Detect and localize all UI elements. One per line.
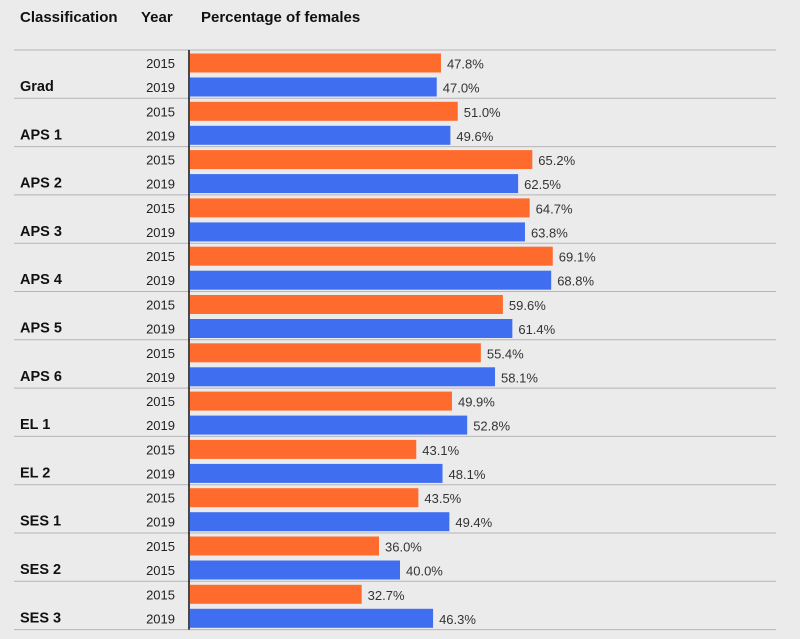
year-label: 2015 <box>146 442 175 457</box>
data-label: 61.4% <box>518 322 555 337</box>
data-label: 55.4% <box>487 346 524 361</box>
year-label: 2019 <box>146 80 175 95</box>
bar <box>190 463 443 483</box>
bar <box>190 295 503 314</box>
bar <box>190 512 450 532</box>
year-label: 2015 <box>146 563 175 578</box>
data-label: 52.8% <box>473 419 510 434</box>
year-label: 2019 <box>146 128 175 143</box>
classification-label: APS 2 <box>20 176 62 192</box>
bar <box>190 536 379 556</box>
year-label: 2015 <box>146 346 175 361</box>
bar <box>190 222 525 242</box>
classification-label: APS 1 <box>20 127 62 143</box>
data-label: 46.3% <box>439 612 476 627</box>
bar <box>190 343 481 363</box>
year-label: 2019 <box>146 273 175 288</box>
year-label: 2019 <box>146 466 175 481</box>
data-label: 43.5% <box>424 491 461 506</box>
classification-label: APS 5 <box>20 321 62 337</box>
data-label: 68.8% <box>557 274 594 289</box>
year-label: 2019 <box>146 322 175 337</box>
data-label: 58.1% <box>501 370 538 385</box>
data-label: 47.8% <box>447 57 484 72</box>
data-label: 43.1% <box>422 443 459 458</box>
bar <box>190 53 441 73</box>
year-label: 2019 <box>146 225 175 240</box>
year-label: 2015 <box>146 249 175 264</box>
classification-label: APS 4 <box>20 272 62 288</box>
year-label: 2019 <box>146 177 175 192</box>
year-label: 2015 <box>146 298 175 313</box>
bar <box>190 150 533 170</box>
bar <box>190 174 519 194</box>
classification-label: APS 3 <box>20 224 62 240</box>
bar <box>190 608 434 628</box>
bar <box>190 584 362 604</box>
data-label: 32.7% <box>368 588 405 603</box>
data-label: 62.5% <box>524 177 561 192</box>
percentage-header: Percentage of females <box>201 9 361 26</box>
classification-label: EL 2 <box>20 465 50 481</box>
classification-label: SES 1 <box>20 514 61 530</box>
data-label: 40.0% <box>406 564 443 579</box>
bar <box>190 488 419 508</box>
bar <box>190 439 417 459</box>
year-label: 2015 <box>146 153 175 168</box>
bar <box>190 391 452 411</box>
bar <box>190 125 451 145</box>
bar <box>190 270 552 290</box>
year-label: 2015 <box>146 201 175 216</box>
bar <box>190 367 496 387</box>
data-label: 49.4% <box>455 515 492 530</box>
year-label: 2015 <box>146 539 175 554</box>
year-label: 2019 <box>146 370 175 385</box>
classification-label: APS 6 <box>20 369 62 385</box>
data-label: 63.8% <box>531 225 568 240</box>
bar <box>190 246 553 266</box>
classification-header: Classification <box>20 9 118 26</box>
data-label: 65.2% <box>538 153 575 168</box>
data-label: 59.6% <box>509 298 546 313</box>
data-label: 47.0% <box>443 81 480 96</box>
year-label: 2019 <box>146 515 175 530</box>
year-header: Year <box>141 9 173 26</box>
year-label: 2015 <box>146 56 175 71</box>
data-label: 36.0% <box>385 540 422 555</box>
data-label: 48.1% <box>449 467 486 482</box>
data-label: 49.9% <box>458 395 495 410</box>
year-label: 2019 <box>146 418 175 433</box>
bar <box>190 77 437 97</box>
year-label: 2015 <box>146 104 175 119</box>
bar <box>190 319 513 338</box>
bar <box>190 198 530 218</box>
data-label: 69.1% <box>559 250 596 265</box>
classification-label: EL 1 <box>20 417 50 433</box>
classification-label: SES 2 <box>20 562 61 578</box>
bar <box>190 560 400 580</box>
bar <box>190 415 468 435</box>
classification-label: Grad <box>20 79 54 95</box>
data-label: 64.7% <box>536 201 573 216</box>
year-label: 2015 <box>146 394 175 409</box>
year-label: 2015 <box>146 491 175 506</box>
data-label: 51.0% <box>464 105 501 120</box>
data-label: 49.6% <box>456 129 493 144</box>
bar <box>190 101 458 121</box>
year-label: 2015 <box>146 587 175 602</box>
year-label: 2019 <box>146 611 175 626</box>
classification-label: SES 3 <box>20 610 61 626</box>
